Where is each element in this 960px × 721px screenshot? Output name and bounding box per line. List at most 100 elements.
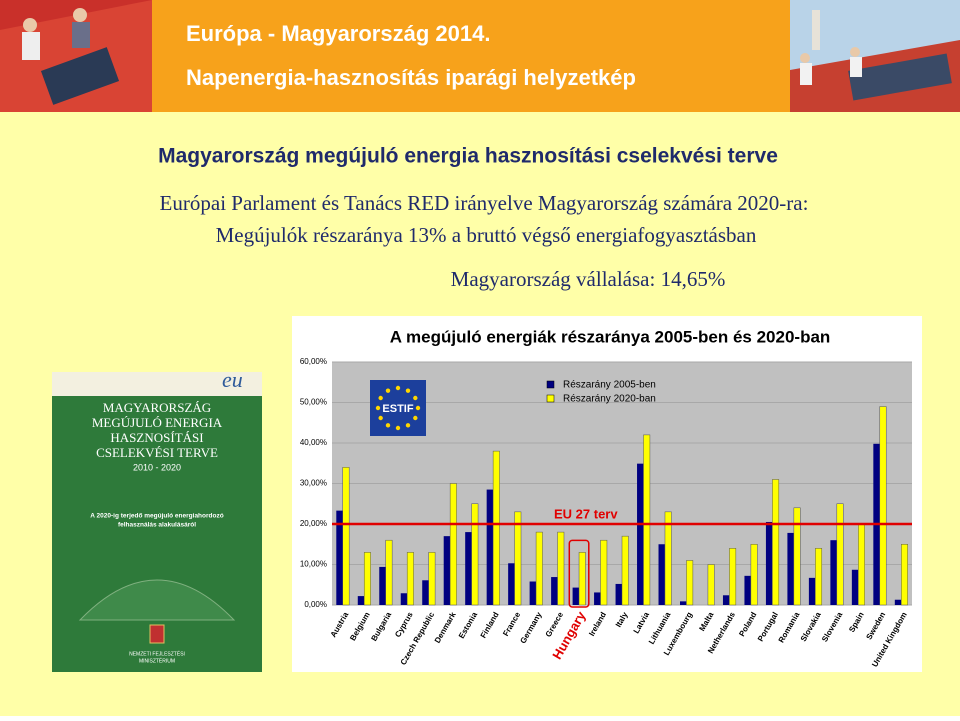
bar bbox=[722, 595, 730, 605]
book-subtitle: felhasználás alakulásáról bbox=[118, 522, 196, 529]
bar bbox=[572, 587, 580, 605]
book-title: MAGYARORSZÁG bbox=[103, 400, 211, 415]
text-line: Magyarország vállalása: 14,65% bbox=[451, 267, 726, 291]
y-tick-label: 10,00% bbox=[300, 560, 327, 569]
bar bbox=[808, 577, 816, 605]
y-tick-label: 60,00% bbox=[300, 357, 327, 366]
bar bbox=[363, 552, 371, 606]
logo-star bbox=[413, 395, 418, 401]
bar bbox=[443, 536, 451, 605]
bar bbox=[400, 593, 408, 605]
book-cover: eu MAGYARORSZÁG MEGÚJULÓ ENERGIA HASZNOS… bbox=[52, 367, 262, 672]
logo-star bbox=[378, 415, 383, 421]
book-title: MEGÚJULÓ ENERGIA bbox=[92, 415, 223, 430]
header-subtitle: Napenergia-hasznosítás iparági helyzetké… bbox=[186, 65, 636, 90]
book-title: HASZNOSÍTÁSI bbox=[110, 430, 203, 445]
bar bbox=[406, 552, 414, 606]
y-tick-label: 20,00% bbox=[300, 519, 327, 528]
bar bbox=[879, 406, 887, 606]
text-line: Megújulók részaránya 13% a bruttó végső … bbox=[216, 223, 757, 247]
bar bbox=[385, 539, 393, 606]
book-publisher: NEMZETI FEJLESZTÉSI bbox=[129, 650, 185, 657]
bar bbox=[600, 539, 608, 606]
highlight-box bbox=[568, 539, 590, 608]
book-years: 2010 - 2020 bbox=[133, 462, 181, 472]
bar bbox=[535, 531, 543, 606]
bar bbox=[557, 531, 565, 606]
logo-star bbox=[395, 425, 401, 431]
bar bbox=[578, 552, 586, 606]
coat-of-arms bbox=[149, 624, 165, 644]
bar bbox=[765, 521, 773, 605]
logo-star bbox=[378, 395, 383, 401]
bar bbox=[658, 544, 665, 605]
bar bbox=[342, 467, 350, 606]
chart: A megújuló energiák részaránya 2005-ben … bbox=[292, 316, 922, 672]
annotation: EU 27 terv bbox=[554, 506, 618, 521]
logo-star bbox=[385, 388, 391, 393]
bar bbox=[744, 575, 751, 605]
bar bbox=[594, 592, 601, 605]
logo-text: ESTIF bbox=[382, 403, 413, 415]
bar bbox=[449, 483, 457, 606]
bar bbox=[428, 552, 436, 606]
book-publisher: MINISZTÉRIUM bbox=[139, 657, 175, 664]
bar bbox=[529, 581, 537, 605]
legend-swatch bbox=[546, 380, 555, 389]
bar bbox=[894, 599, 902, 605]
bar bbox=[830, 540, 837, 605]
bar bbox=[729, 548, 737, 606]
bar bbox=[615, 583, 622, 605]
bar bbox=[664, 511, 672, 606]
logo-star bbox=[395, 385, 401, 391]
y-tick-label: 0,00% bbox=[304, 600, 327, 609]
bar bbox=[686, 560, 694, 606]
bar bbox=[851, 569, 859, 605]
bar bbox=[471, 503, 479, 606]
y-tick-label: 50,00% bbox=[300, 398, 327, 407]
dome bbox=[78, 579, 236, 621]
bar bbox=[680, 601, 687, 605]
text-line: Európai Parlament és Tanács RED irányelv… bbox=[160, 191, 809, 215]
logo-star bbox=[375, 405, 381, 411]
bar bbox=[772, 479, 780, 606]
cover bbox=[52, 372, 262, 672]
bar bbox=[422, 580, 429, 605]
bar bbox=[858, 523, 865, 606]
logo-star bbox=[415, 405, 421, 411]
logo-star bbox=[385, 423, 391, 428]
header-title: Európa - Magyarország 2014. bbox=[186, 21, 490, 46]
bar bbox=[901, 544, 908, 606]
legend-swatch bbox=[546, 394, 555, 403]
photo-right bbox=[790, 0, 960, 112]
bar bbox=[815, 548, 823, 606]
bar bbox=[465, 532, 472, 605]
book-title: CSELEKVÉSI TERVE bbox=[96, 445, 218, 460]
bar bbox=[707, 564, 715, 606]
bar bbox=[514, 511, 522, 606]
bar bbox=[492, 450, 500, 606]
logo-star bbox=[405, 388, 411, 393]
legend-label: Részarány 2005-ben bbox=[563, 380, 656, 391]
bar bbox=[551, 577, 558, 605]
bar bbox=[750, 544, 758, 606]
y-tick-label: 40,00% bbox=[300, 438, 327, 447]
bar bbox=[379, 566, 386, 605]
bar bbox=[357, 596, 365, 605]
bar bbox=[486, 489, 494, 605]
bar bbox=[336, 510, 343, 605]
book-subtitle: A 2020-ig terjedő megújuló energiahordoz… bbox=[90, 513, 223, 520]
bar bbox=[836, 503, 844, 606]
chart-title: A megújuló energiák részaránya 2005-ben … bbox=[390, 327, 831, 346]
legend-label: Részarány 2020-ban bbox=[563, 394, 656, 405]
y-tick-label: 30,00% bbox=[300, 479, 327, 488]
bar bbox=[787, 532, 794, 605]
cover-top bbox=[52, 372, 262, 396]
book-logo: eu bbox=[222, 367, 243, 392]
bar bbox=[621, 535, 629, 606]
bar bbox=[508, 563, 515, 605]
heading: Magyarország megújuló energia hasznosítá… bbox=[158, 145, 778, 168]
logo-star bbox=[413, 415, 418, 421]
